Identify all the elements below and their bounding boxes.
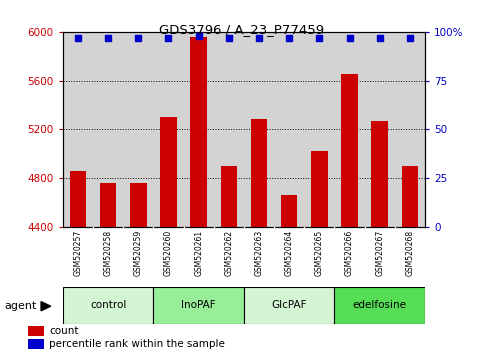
Text: GSM520261: GSM520261 xyxy=(194,230,203,276)
Bar xyxy=(371,121,388,227)
Point xyxy=(195,33,202,39)
Bar xyxy=(28,326,44,336)
Point xyxy=(225,35,233,41)
Bar xyxy=(244,287,334,324)
Text: GSM520262: GSM520262 xyxy=(224,230,233,276)
Point xyxy=(134,35,142,41)
Bar xyxy=(70,171,86,227)
Text: GSM520257: GSM520257 xyxy=(73,230,83,276)
Text: GSM520267: GSM520267 xyxy=(375,230,384,276)
Polygon shape xyxy=(41,302,51,311)
Bar xyxy=(311,151,327,227)
Bar xyxy=(221,166,237,227)
Bar xyxy=(154,287,244,324)
Bar xyxy=(190,37,207,227)
Bar xyxy=(28,339,44,349)
Bar xyxy=(160,117,177,227)
Text: edelfosine: edelfosine xyxy=(353,300,407,310)
Text: GlcPAF: GlcPAF xyxy=(271,300,307,310)
Text: InoPAF: InoPAF xyxy=(181,300,216,310)
Text: GSM520268: GSM520268 xyxy=(405,230,414,276)
Point xyxy=(346,35,354,41)
Text: GSM520263: GSM520263 xyxy=(255,230,264,276)
Point xyxy=(406,35,414,41)
Text: count: count xyxy=(49,326,79,336)
Text: GSM520260: GSM520260 xyxy=(164,230,173,276)
Bar xyxy=(341,74,358,227)
Point xyxy=(376,35,384,41)
Point xyxy=(285,35,293,41)
Text: agent: agent xyxy=(5,301,37,311)
Bar xyxy=(402,166,418,227)
Point xyxy=(104,35,112,41)
Point xyxy=(315,35,323,41)
Text: GSM520264: GSM520264 xyxy=(284,230,294,276)
Bar xyxy=(100,183,116,227)
Point xyxy=(255,35,263,41)
Bar xyxy=(130,183,146,227)
Text: percentile rank within the sample: percentile rank within the sample xyxy=(49,339,225,349)
Bar xyxy=(334,287,425,324)
Text: GSM520265: GSM520265 xyxy=(315,230,324,276)
Text: control: control xyxy=(90,300,126,310)
Point xyxy=(74,35,82,41)
Bar xyxy=(63,287,154,324)
Bar xyxy=(251,120,267,227)
Bar xyxy=(281,195,298,227)
Point xyxy=(165,35,172,41)
Text: GSM520258: GSM520258 xyxy=(103,230,113,276)
Text: GDS3796 / A_23_P77459: GDS3796 / A_23_P77459 xyxy=(159,23,324,36)
Text: GSM520259: GSM520259 xyxy=(134,230,143,276)
Text: GSM520266: GSM520266 xyxy=(345,230,354,276)
